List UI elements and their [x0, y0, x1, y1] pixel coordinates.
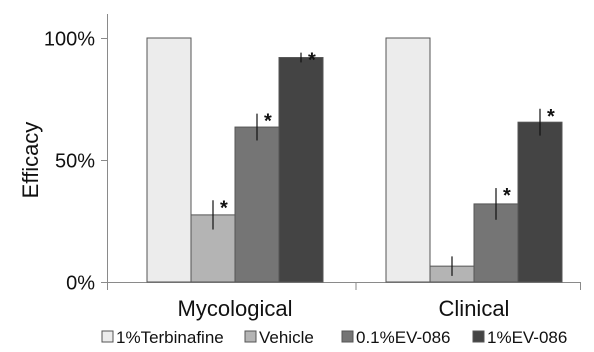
legend: 1%Terbinafine Vehicle 0.1%EV-086 1%EV-086	[101, 328, 567, 347]
y-axis-label: Efficacy	[18, 122, 43, 199]
legend-swatch	[101, 330, 114, 343]
category-label: Clinical	[439, 296, 510, 321]
y-tick-label: 0%	[66, 273, 95, 295]
category-label: Mycological	[178, 296, 293, 321]
legend-swatch	[472, 330, 485, 343]
legend-label: Vehicle	[259, 328, 314, 347]
bar	[385, 37, 431, 283]
bar	[278, 57, 324, 283]
labels: 0% 50% 100% Efficacy * * * Mycological * * Clinica…	[18, 29, 555, 322]
legend-label: 1%EV-086	[487, 328, 567, 347]
legend-label: 0.1%EV-086	[356, 328, 451, 347]
bar	[517, 121, 563, 283]
significance-asterisk: *	[264, 111, 272, 133]
significance-asterisk: *	[220, 197, 228, 219]
significance-asterisk: *	[503, 185, 511, 207]
bars	[146, 37, 563, 283]
legend-swatch	[244, 330, 257, 343]
bar	[234, 126, 280, 283]
bar	[146, 37, 192, 283]
legend-label: 1%Terbinafine	[116, 328, 224, 347]
y-tick-label: 50%	[55, 151, 95, 173]
significance-asterisk: *	[547, 106, 555, 128]
significance-asterisk: *	[308, 50, 316, 72]
legend-swatch	[341, 330, 354, 343]
y-tick-label: 100%	[44, 29, 95, 51]
